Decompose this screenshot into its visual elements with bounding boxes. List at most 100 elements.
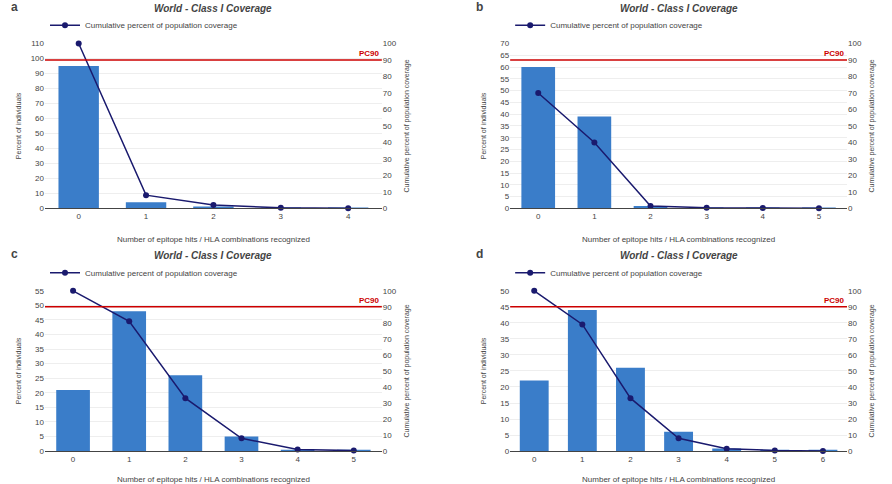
svg-text:30: 30	[35, 159, 44, 168]
svg-text:100: 100	[383, 287, 397, 296]
svg-text:100: 100	[848, 287, 862, 296]
svg-text:50: 50	[35, 129, 44, 138]
svg-text:0: 0	[383, 204, 388, 213]
svg-text:Cumulative percent of populati: Cumulative percent of population coverag…	[403, 59, 411, 192]
svg-text:90: 90	[848, 56, 857, 65]
svg-text:30: 30	[383, 155, 392, 164]
svg-text:PC90: PC90	[824, 49, 845, 58]
svg-text:World - Class I Coverage: World - Class I Coverage	[154, 250, 272, 261]
svg-text:2: 2	[648, 212, 653, 221]
svg-text:20: 20	[35, 389, 44, 398]
svg-text:a: a	[11, 0, 18, 14]
svg-text:40: 40	[383, 138, 392, 147]
svg-text:50: 50	[848, 367, 857, 376]
svg-text:d: d	[476, 247, 483, 261]
svg-text:Cumulative percent of populati: Cumulative percent of population coverag…	[85, 21, 238, 30]
svg-text:3: 3	[279, 212, 284, 221]
svg-text:80: 80	[848, 72, 857, 81]
svg-text:10: 10	[35, 418, 44, 427]
svg-text:10: 10	[848, 431, 857, 440]
svg-text:5: 5	[773, 455, 778, 464]
svg-text:5: 5	[817, 212, 822, 221]
svg-text:60: 60	[500, 63, 509, 72]
svg-text:Percent of individuals: Percent of individuals	[15, 337, 22, 404]
svg-text:10: 10	[500, 181, 509, 190]
svg-text:Cumulative percent of populati: Cumulative percent of population coverag…	[403, 304, 411, 437]
svg-text:PC90: PC90	[359, 296, 380, 305]
svg-text:World - Class I Coverage: World - Class I Coverage	[620, 250, 738, 261]
svg-text:60: 60	[848, 351, 857, 360]
svg-text:50: 50	[35, 301, 44, 310]
svg-text:55: 55	[500, 75, 509, 84]
svg-text:25: 25	[500, 145, 509, 154]
svg-text:3: 3	[239, 455, 244, 464]
svg-text:90: 90	[848, 303, 857, 312]
svg-text:35: 35	[500, 122, 509, 131]
svg-text:Number of epitope hits / HLA c: Number of epitope hits / HLA combination…	[582, 235, 775, 244]
svg-text:40: 40	[500, 110, 509, 119]
svg-text:0: 0	[536, 212, 541, 221]
svg-text:80: 80	[383, 72, 392, 81]
svg-text:30: 30	[848, 399, 857, 408]
svg-text:5: 5	[505, 431, 510, 440]
svg-text:2: 2	[183, 455, 188, 464]
svg-text:20: 20	[35, 174, 44, 183]
svg-text:15: 15	[35, 403, 44, 412]
svg-text:Percent of individuals: Percent of individuals	[480, 337, 487, 404]
svg-text:50: 50	[848, 122, 857, 131]
svg-text:30: 30	[500, 351, 509, 360]
svg-text:50: 50	[383, 367, 392, 376]
svg-text:20: 20	[500, 383, 509, 392]
svg-text:Cumulative percent of populati: Cumulative percent of population coverag…	[550, 21, 703, 30]
svg-text:70: 70	[848, 89, 857, 98]
svg-text:25: 25	[35, 374, 44, 383]
svg-text:70: 70	[383, 335, 392, 344]
svg-text:55: 55	[35, 287, 44, 296]
svg-text:3: 3	[676, 455, 681, 464]
svg-text:60: 60	[848, 105, 857, 114]
svg-text:10: 10	[383, 431, 392, 440]
svg-text:World - Class I Coverage: World - Class I Coverage	[154, 3, 272, 14]
svg-text:0: 0	[40, 447, 45, 456]
svg-text:80: 80	[383, 319, 392, 328]
svg-text:70: 70	[848, 335, 857, 344]
svg-text:60: 60	[35, 114, 44, 123]
svg-text:90: 90	[383, 56, 392, 65]
svg-text:60: 60	[383, 351, 392, 360]
svg-text:45: 45	[500, 303, 509, 312]
svg-text:4: 4	[295, 455, 300, 464]
svg-text:c: c	[11, 247, 18, 261]
svg-text:0: 0	[505, 204, 510, 213]
svg-text:Cumulative percent of populati: Cumulative percent of population coverag…	[869, 304, 877, 437]
svg-text:20: 20	[848, 415, 857, 424]
svg-text:10: 10	[500, 415, 509, 424]
svg-text:1: 1	[592, 212, 597, 221]
svg-text:80: 80	[848, 319, 857, 328]
svg-text:Number of epitope hits / HLA c: Number of epitope hits / HLA combination…	[582, 475, 775, 484]
svg-text:PC90: PC90	[359, 49, 380, 58]
svg-text:30: 30	[848, 155, 857, 164]
svg-text:20: 20	[383, 171, 392, 180]
svg-text:4: 4	[724, 455, 729, 464]
svg-text:3: 3	[704, 212, 709, 221]
svg-text:4: 4	[346, 212, 351, 221]
svg-text:100: 100	[848, 39, 862, 48]
svg-text:15: 15	[500, 399, 509, 408]
svg-text:0: 0	[505, 447, 510, 456]
svg-text:10: 10	[383, 188, 392, 197]
svg-text:b: b	[476, 0, 483, 14]
svg-text:30: 30	[35, 359, 44, 368]
svg-text:6: 6	[821, 455, 826, 464]
svg-text:100: 100	[383, 39, 397, 48]
svg-text:5: 5	[505, 192, 510, 201]
svg-text:5: 5	[352, 455, 357, 464]
svg-text:0: 0	[848, 204, 853, 213]
svg-text:5: 5	[40, 432, 45, 441]
svg-text:40: 40	[500, 319, 509, 328]
svg-text:40: 40	[848, 383, 857, 392]
svg-text:20: 20	[500, 157, 509, 166]
svg-text:70: 70	[383, 89, 392, 98]
svg-text:Number of epitope hits / HLA c: Number of epitope hits / HLA combination…	[117, 235, 310, 244]
svg-text:50: 50	[383, 122, 392, 131]
svg-text:45: 45	[500, 98, 509, 107]
